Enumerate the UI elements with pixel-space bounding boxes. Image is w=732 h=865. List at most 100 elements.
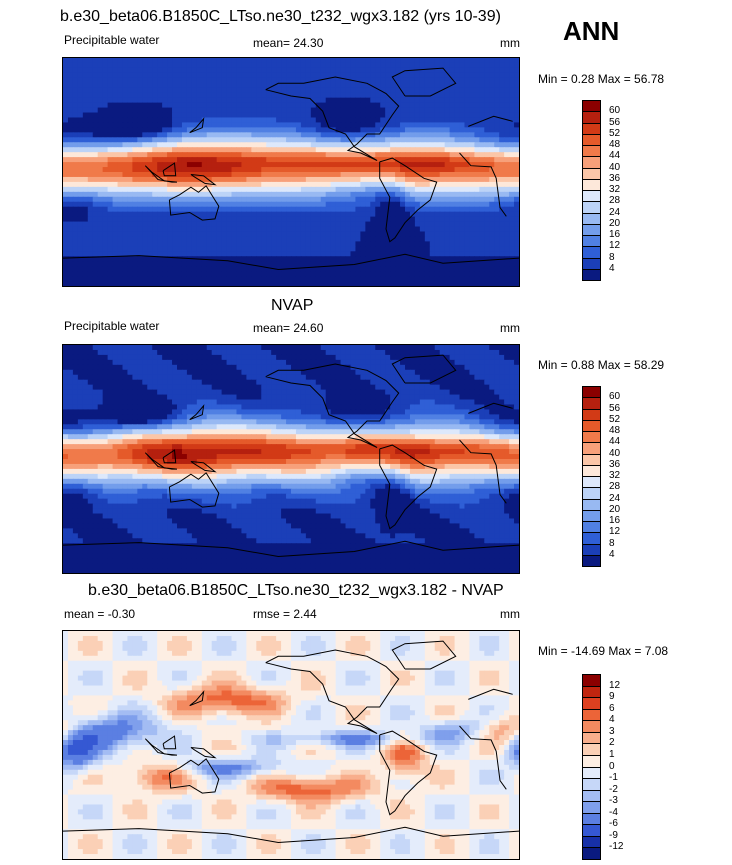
colorbar-tick-label: 6 [609,702,615,714]
coastline [468,115,513,127]
colorbar-tick-label: 20 [609,503,621,515]
coastline [459,152,507,217]
coastline [63,540,519,558]
colorbar-tick-label: 0 [609,760,615,772]
coastline [391,354,457,384]
colorbar-tick-label: 24 [609,206,621,218]
colorbar-tick-label: 1 [609,748,615,760]
panel2-mean: mean= 24.60 [253,321,324,335]
colorbar-tick-label: 4 [609,548,615,560]
colorbar-swatch [582,268,601,281]
coastline [189,404,205,421]
colorbar-tick-label: -4 [609,806,618,818]
coastline [162,449,177,464]
colorbar-tick-label: 44 [609,436,621,448]
coastline [162,162,177,177]
colorbar-tick-label: 3 [609,725,615,737]
colorbar-swatch [582,847,601,860]
colorbar-tick-label: 2 [609,737,615,749]
colorbar-tick-label: 24 [609,492,621,504]
colorbar-tick-label: -9 [609,829,618,841]
colorbar-tick-label: 48 [609,425,621,436]
colorbar-tick-label: 52 [609,127,621,139]
coastline [162,735,177,750]
contour-field [63,345,519,573]
panel1-units: mm [500,36,520,50]
coastline [189,690,205,707]
panel2-colorbar: 60 56 52 48 44 40 36 32 28 24 20 16 12 8 4 [582,386,642,567]
coastline [144,452,178,470]
colorbar-tick-label: 36 [609,172,621,184]
panel1-colorbar: 60 56 52 48 44 40 36 32 28 24 20 16 12 8 4 [582,100,642,281]
coastline [379,730,438,816]
panel3-units: mm [500,607,520,621]
panel1-mean: mean= 24.30 [253,36,324,50]
coastline [144,738,178,756]
coastline [190,747,217,759]
colorbar-tick-label: 44 [609,150,621,162]
panel1-left-label: Precipitable water [64,33,160,47]
coastline [63,253,519,271]
contour-field [63,631,519,859]
coastline [265,363,400,449]
coastline [468,688,513,700]
panel3-rmse: rmse = 2.44 [253,607,317,621]
season-label: ANN [563,16,620,46]
coastline [168,185,220,221]
colorbar-tick-label: 8 [609,537,615,549]
panel2-units: mm [500,321,520,335]
coastline [379,157,438,243]
colorbar-tick-label: -12 [609,841,624,853]
coastline [265,649,400,735]
coastline [168,472,220,508]
colorbar-tick-label: 4 [609,262,615,274]
colorbar-tick-label: 28 [609,481,621,493]
colorbar-tick-label: 48 [609,139,621,150]
colorbar-tick-label: 12 [609,526,621,538]
coastline [144,165,178,183]
contour-field [63,58,519,286]
colorbar-tick-label: 60 [609,391,621,403]
colorbar-tick-label: 4 [609,714,615,726]
coastline [468,402,513,414]
panel3-colorbar: 12 9 6 4 3 2 1 0 -1 -2 -3 -4 -6 -9 -12 [582,674,642,860]
figure-title: b.e30_beta06.B1850C_LTso.ne30_t232_wgx3.… [60,8,501,25]
colorbar-tick-label: -1 [609,772,618,784]
colorbar-tick-label: 36 [609,458,621,470]
coastline [459,725,507,790]
coastline [391,640,457,670]
panel3-title: b.e30_beta06.B1850C_LTso.ne30_t232_wgx3.… [88,582,504,599]
coastline [265,76,400,162]
coastline [168,758,220,794]
panel3-map [62,630,520,860]
panel3-minmax: Min = -14.69 Max = 7.08 [538,644,669,658]
coastline [379,444,438,530]
colorbar-tick-label: -3 [609,795,618,807]
colorbar-tick-label: -2 [609,783,618,795]
panel3-mean: mean = -0.30 [64,607,136,621]
panel2-left-label: Precipitable water [64,319,160,333]
coastline [190,174,217,186]
colorbar-tick-label: 56 [609,402,621,414]
colorbar-tick-label: 16 [609,515,621,526]
colorbar-tick-label: 9 [609,691,615,703]
colorbar-tick-label: 56 [609,116,621,128]
coastline [459,439,507,504]
colorbar-tick-label: 40 [609,447,621,459]
panel1-minmax: Min = 0.28 Max = 56.78 [538,72,665,86]
coastline [63,826,519,844]
colorbar-tick-label: -6 [609,818,618,830]
colorbar-tick-label: 40 [609,161,621,173]
colorbar-tick-label: 32 [609,470,621,481]
colorbar-tick-label: 20 [609,217,621,229]
panel2-title: NVAP [271,297,314,314]
colorbar-tick-label: 12 [609,240,621,252]
colorbar-tick-label: 8 [609,251,615,263]
colorbar-tick-label: 12 [609,679,621,691]
colorbar-tick-label: 16 [609,229,621,240]
colorbar-swatch [582,554,601,567]
panel2-map [62,344,520,574]
colorbar-tick-label: 28 [609,195,621,207]
colorbar-tick-label: 52 [609,413,621,425]
panel1-map [62,57,520,287]
